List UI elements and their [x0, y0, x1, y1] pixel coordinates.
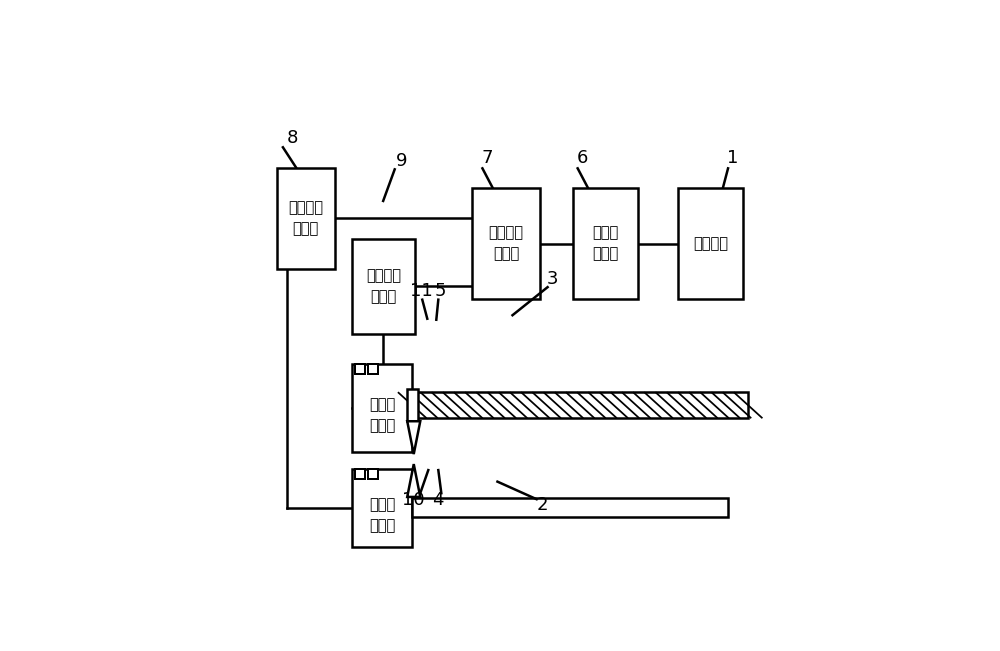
Text: 可编程
控制器: 可编程 控制器 — [592, 225, 618, 262]
Text: 6: 6 — [577, 149, 588, 167]
Bar — [352, 364, 412, 452]
Bar — [368, 364, 378, 374]
Bar — [472, 188, 540, 299]
Text: 5: 5 — [434, 282, 446, 300]
Text: 4: 4 — [433, 492, 444, 509]
Text: 1: 1 — [727, 149, 739, 167]
Bar — [355, 469, 365, 479]
Bar — [277, 169, 335, 269]
Bar — [368, 469, 378, 479]
Bar — [352, 238, 415, 334]
Bar — [412, 499, 728, 518]
Text: 10: 10 — [402, 492, 425, 509]
Bar — [355, 364, 365, 374]
Polygon shape — [407, 464, 420, 497]
Text: 第二伺服
驱动器: 第二伺服 驱动器 — [366, 268, 401, 304]
Bar — [678, 188, 743, 299]
Text: 第二伺
服电机: 第二伺 服电机 — [369, 397, 395, 433]
Text: 2: 2 — [537, 496, 548, 514]
Text: 人机界面: 人机界面 — [693, 236, 728, 251]
Text: 第一伺
服电机: 第一伺 服电机 — [369, 497, 395, 533]
Bar — [407, 389, 418, 421]
Polygon shape — [407, 421, 420, 454]
Text: 9: 9 — [395, 152, 407, 170]
Bar — [573, 188, 638, 299]
Text: 伺服运动
控制器: 伺服运动 控制器 — [489, 225, 524, 262]
Text: 3: 3 — [547, 270, 558, 288]
Text: 第一伺服
驱动器: 第一伺服 驱动器 — [288, 201, 323, 236]
Text: 7: 7 — [482, 149, 493, 167]
Bar — [412, 392, 748, 418]
Text: 8: 8 — [286, 130, 298, 147]
Text: 11: 11 — [410, 282, 433, 300]
Bar — [352, 469, 412, 547]
